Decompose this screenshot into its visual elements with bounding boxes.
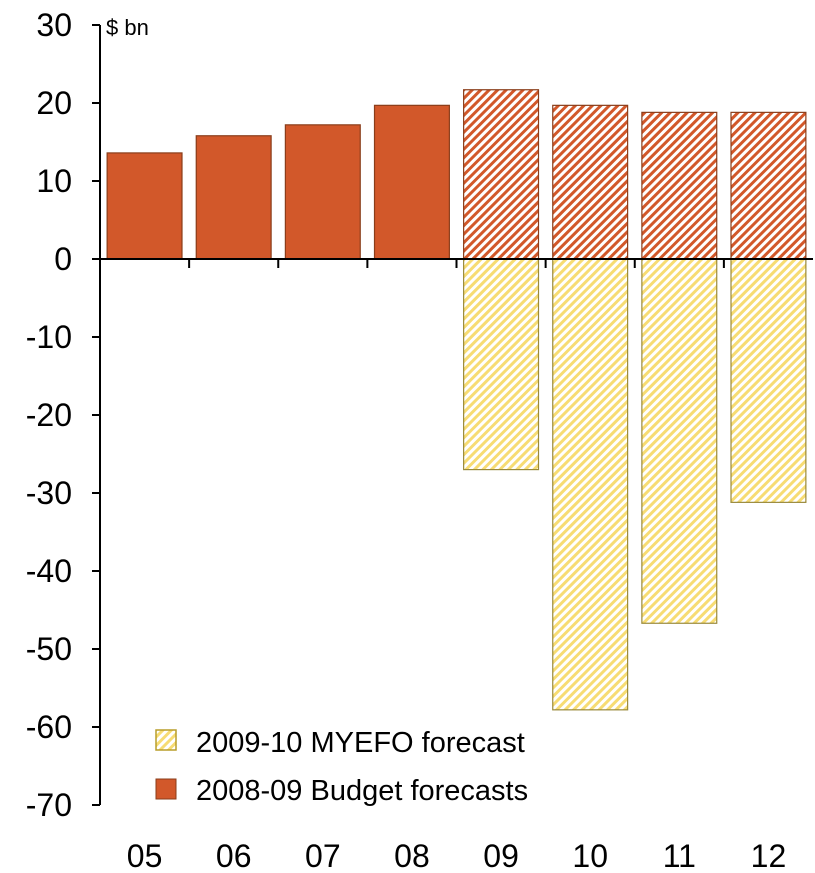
bar-myefo-10 (552, 258, 629, 711)
bars-group (106, 89, 807, 711)
x-tick-label: 09 (483, 838, 519, 873)
bar-budget-12 (730, 111, 807, 260)
legend: 2009-10 MYEFO forecast 2008-09 Budget fo… (155, 727, 528, 807)
x-ticks-group: 05 06 07 08 09 10 11 12 (127, 259, 786, 873)
bar-budget-06 (195, 135, 272, 260)
y-tick-label: -70 (26, 787, 72, 823)
legend-swatch-budget (155, 778, 177, 800)
bar-budget-11 (641, 111, 718, 260)
bar-budget-07 (284, 124, 361, 260)
bar-myefo-11 (641, 258, 718, 624)
y-tick-label: -50 (26, 631, 72, 667)
y-tick-label: -30 (26, 475, 72, 511)
x-tick-label: 11 (663, 838, 696, 873)
y-tick-label: -60 (26, 709, 72, 745)
legend-swatch-myefo (155, 729, 177, 751)
y-tick-label: 0 (54, 241, 72, 277)
x-tick-label: 12 (751, 838, 787, 873)
y-tick-label: 10 (36, 163, 72, 199)
x-tick-label: 10 (572, 838, 608, 873)
y-tick-label: 30 (36, 7, 72, 43)
x-tick-label: 06 (216, 838, 252, 873)
bar-myefo-12 (730, 258, 807, 503)
y-tick-label: -10 (26, 319, 72, 355)
legend-label-budget: 2008-09 Budget forecasts (196, 775, 528, 807)
bar-budget-10 (552, 104, 629, 260)
y-tick-label: -20 (26, 397, 72, 433)
bar-budget-09 (463, 89, 540, 260)
bar-budget-05 (106, 152, 183, 260)
x-tick-label: 07 (305, 838, 341, 873)
x-tick-label: 05 (127, 838, 163, 873)
x-tick-label: 08 (394, 838, 430, 873)
y-ticks-group: 30 20 10 0 -10 -20 -30 -40 -50 -60 -70 (26, 7, 100, 823)
y-tick-label: 20 (36, 85, 72, 121)
y-axis-unit-label: $ bn (106, 15, 149, 40)
bar-myefo-09 (463, 258, 540, 471)
bar-budget-08 (373, 104, 450, 260)
y-tick-label: -40 (26, 553, 72, 589)
legend-label-myefo: 2009-10 MYEFO forecast (196, 727, 525, 759)
